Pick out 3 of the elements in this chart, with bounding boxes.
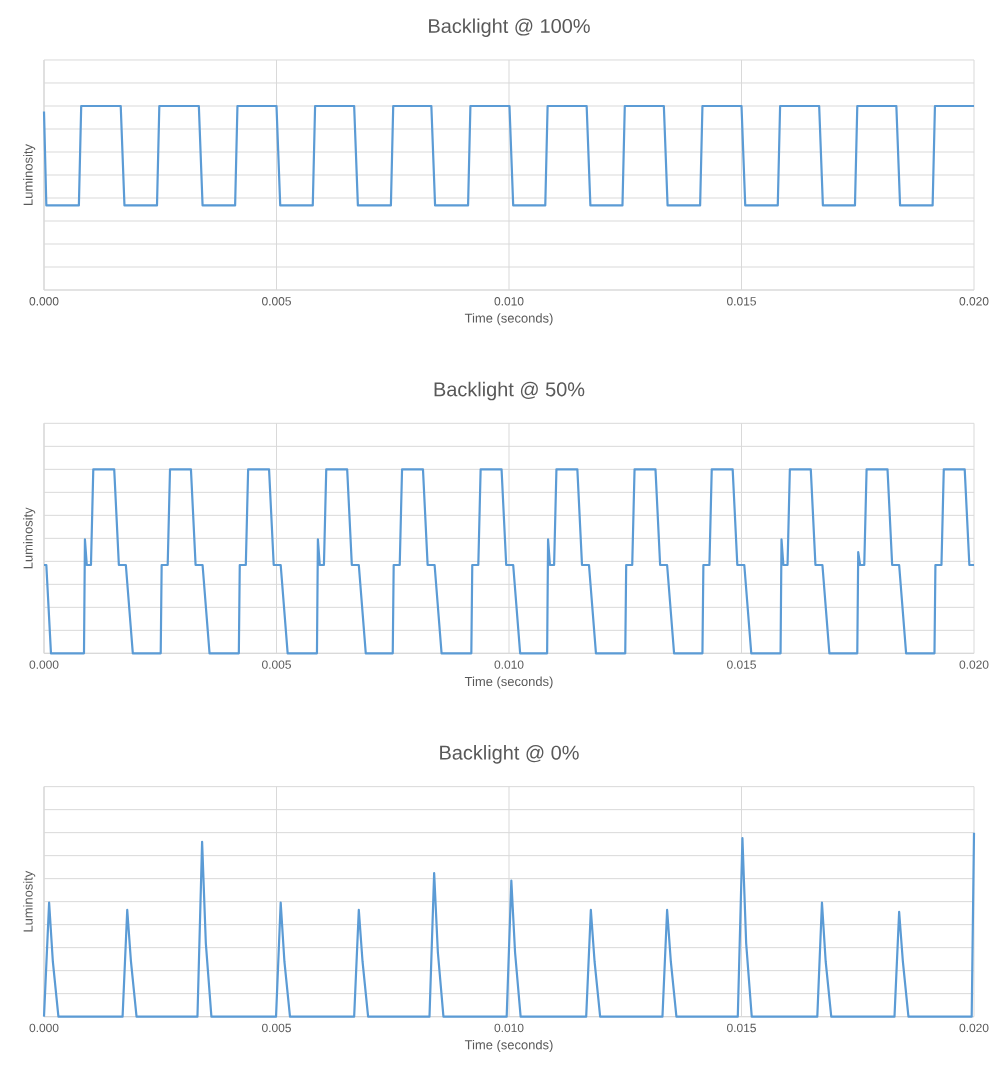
chart-title: Backlight @ 100% — [429, 18, 590, 37]
chart-title: Backlight @ 0% — [440, 745, 579, 764]
chart-title: Backlight @ 50% — [434, 381, 585, 401]
